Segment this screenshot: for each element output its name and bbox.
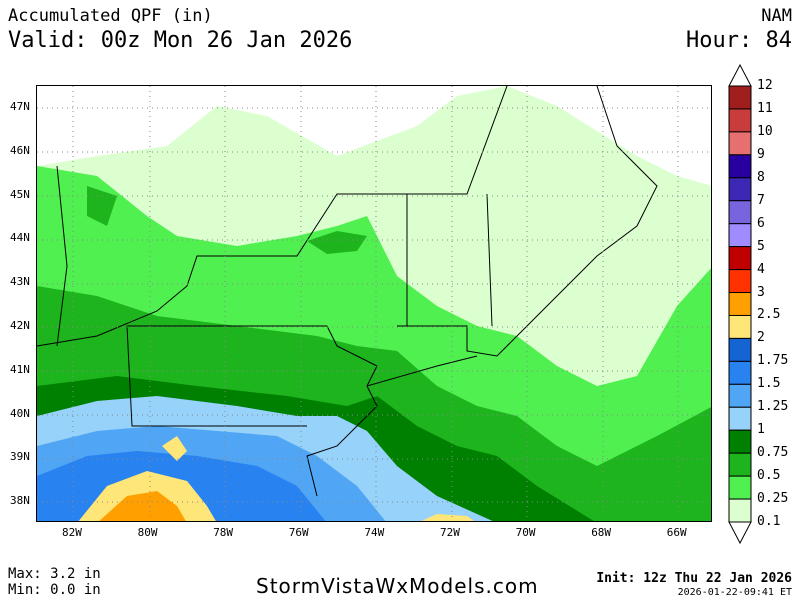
- colorbar-bin: [728, 314, 752, 339]
- colorbar-label: 1.25: [757, 399, 789, 415]
- lat-label: 38N: [10, 494, 30, 508]
- colorbar-bin: [728, 154, 752, 179]
- colorbar-max-arrow: [728, 64, 752, 87]
- colorbar-bin: [728, 498, 752, 523]
- lon-label: 70W: [515, 526, 536, 539]
- lat-label: 46N: [10, 143, 30, 157]
- max-value: Max: 3.2 in: [8, 566, 101, 582]
- colorbar-bin: [728, 360, 752, 385]
- colorbar-bin: [728, 223, 752, 248]
- colorbar-label: 0.25: [757, 491, 789, 507]
- colorbar-label: 7: [757, 192, 765, 208]
- lon-label: 68W: [591, 526, 612, 539]
- colorbar-label: 0.1: [757, 514, 781, 529]
- lat-label: 40N: [10, 406, 30, 420]
- colorbar-label: 10: [757, 123, 773, 139]
- colorbar-bin: [728, 452, 752, 477]
- colorbar-label: 9: [757, 146, 765, 162]
- lat-label: 45N: [10, 187, 30, 201]
- lon-label: 78W: [213, 526, 234, 539]
- colorbar-label: 5: [757, 238, 765, 254]
- colorbar-label: 3: [757, 284, 765, 300]
- brand-link[interactable]: StormVistaWxModels.com: [256, 574, 539, 598]
- colorbar-bin: [728, 246, 752, 271]
- colorbar-min-arrow: [728, 521, 752, 545]
- colorbar-label: 0.5: [757, 468, 781, 484]
- colorbar-bin: [728, 108, 752, 133]
- lat-label: 47N: [10, 100, 30, 113]
- colorbar-label: 4: [757, 261, 765, 277]
- lat-label: 43N: [10, 275, 30, 289]
- map-title: Accumulated QPF (in): [8, 6, 213, 26]
- colorbar-label: 1.5: [757, 376, 781, 392]
- lat-label: 41N: [10, 362, 30, 376]
- colorbar-label: 11: [757, 100, 773, 116]
- lon-label: 80W: [137, 526, 158, 539]
- colorbar-label: 0.75: [757, 445, 789, 461]
- colorbar-bin: [728, 337, 752, 362]
- colorbar-bin: [728, 406, 752, 431]
- lon-label: 82W: [62, 526, 82, 539]
- lon-label: 74W: [364, 526, 385, 539]
- generated-timestamp: 2026-01-22-09:41 ET: [677, 587, 792, 598]
- colorbar-bin: [728, 269, 752, 294]
- forecast-hour: Hour: 84: [686, 28, 792, 53]
- init-time: Init: 12z Thu 22 Jan 2026: [596, 571, 792, 586]
- colorbar-bin: [728, 292, 752, 316]
- lon-label: 72W: [440, 526, 460, 539]
- valid-time: Valid: 00z Mon 26 Jan 2026: [8, 28, 353, 53]
- model-name: NAM: [761, 6, 792, 26]
- precipitation-map: [36, 85, 712, 522]
- colorbar-bin: [728, 177, 752, 202]
- colorbar-bin: [728, 475, 752, 500]
- colorbar-label: 12: [757, 78, 773, 93]
- colorbar-bin: [728, 429, 752, 454]
- colorbar-label: 1: [757, 422, 765, 438]
- colorbar-label: 6: [757, 215, 765, 231]
- colorbar: [728, 64, 752, 545]
- lon-label: 76W: [288, 526, 309, 539]
- colorbar-bin: [728, 85, 752, 110]
- colorbar-label: 2: [757, 330, 765, 346]
- colorbar-bin: [728, 200, 752, 225]
- lat-label: 42N: [10, 319, 30, 332]
- colorbar-bin: [728, 383, 752, 408]
- colorbar-bin: [728, 131, 752, 156]
- lon-label: 66W: [666, 526, 687, 539]
- min-value: Min: 0.0 in: [8, 582, 101, 598]
- lat-label: 44N: [10, 231, 30, 245]
- colorbar-label: 8: [757, 169, 765, 185]
- colorbar-label: 1.75: [757, 353, 789, 369]
- lat-label: 39N: [10, 450, 30, 464]
- colorbar-label: 2.5: [757, 307, 781, 323]
